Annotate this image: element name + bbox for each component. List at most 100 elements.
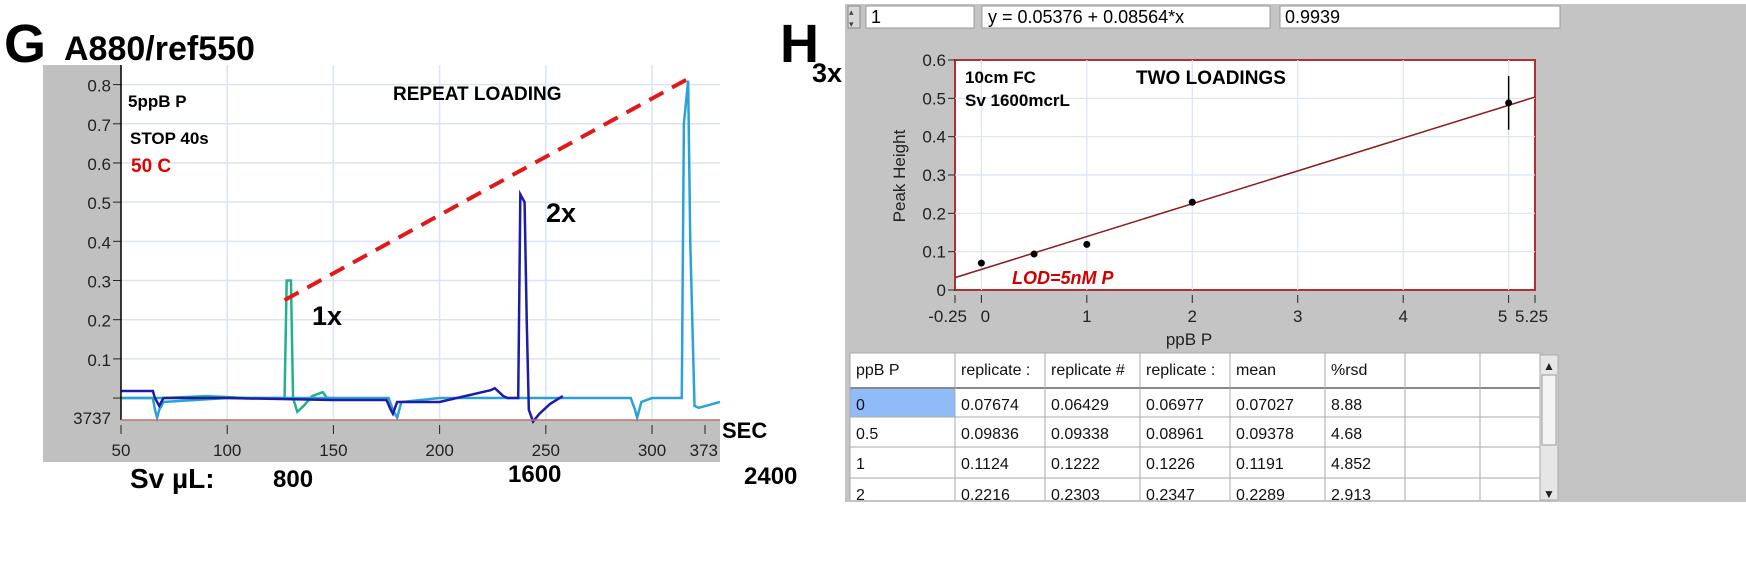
sv-value-1600: 1600 (508, 461, 561, 488)
table-cell[interactable]: 4.68 (1331, 426, 1362, 443)
chart-g-y-min-label: 3737 (73, 409, 111, 428)
chart-h-y-tick-label: 0.4 (922, 128, 946, 147)
chart-g-x-unit: SEC (722, 418, 767, 443)
table-cell[interactable]: 0.1124 (961, 456, 1009, 473)
chart-h-y-label: Peak Height (890, 129, 909, 222)
table-row: 0.5 0.09836 0.09338 0.08961 0.09378 4.68 (856, 426, 1362, 443)
chart-h-x-tick-label: 0 (981, 307, 990, 326)
chart-g-series-line-1 (121, 279, 334, 415)
table-header-cell[interactable]: replicate : (1146, 362, 1215, 379)
index-field[interactable] (865, 5, 975, 29)
table-cell[interactable]: 2 (856, 487, 865, 504)
peak-label-1x: 1x (312, 301, 342, 331)
chart-h-data-point (1030, 250, 1038, 258)
chart-g-series-line-2 (121, 80, 721, 423)
table-cell[interactable]: 0 (856, 397, 865, 414)
table-header-cell[interactable]: replicate # (1051, 362, 1125, 379)
scroll-down-icon[interactable]: ▼ (1543, 487, 1555, 501)
index-spinner[interactable] (847, 5, 861, 29)
table-cell[interactable]: 0.06429 (1051, 397, 1109, 414)
equation-field[interactable] (981, 5, 1271, 29)
results-table: ppB P replicate : replicate # replicate : me… (845, 350, 1746, 504)
chart-h-data-point (977, 259, 985, 267)
table-row: 2 0.2216 0.2303 0.2347 0.2289 2.913 (856, 487, 1371, 504)
table-cell[interactable]: 0.1226 (1146, 456, 1195, 473)
chart-g-plot-area (121, 65, 720, 420)
table-cell[interactable]: 0.2303 (1051, 487, 1100, 504)
table-cell[interactable]: 2.913 (1331, 487, 1371, 504)
sv-value-800: 800 (273, 466, 313, 493)
table-row: 0 0.07674 0.06429 0.06977 0.07027 8.88 (856, 397, 1362, 414)
chart-h-data-point (1188, 198, 1196, 206)
chart-h-data-point (1083, 240, 1091, 248)
table-cell[interactable]: 1 (856, 456, 865, 473)
table-header-row: ppB P replicate : replicate # replicate : me… (856, 362, 1367, 379)
chart-g-x-tick-label: 250 (532, 441, 560, 460)
chart-g-ticks: 50 100 150 200 250 300 373 0.1 0.2 0.3 0.4 0.5 0.6 0.… (73, 77, 718, 460)
chart-g-x-tick-label: 200 (425, 441, 453, 460)
spinner-down-icon[interactable]: ▾ (849, 19, 854, 29)
chart-h-x-tick-label: 5 (1498, 307, 1507, 326)
chart-h-x-tick-label: 4 (1398, 307, 1407, 326)
chart-g-y-tick-label: 0.4 (87, 233, 111, 252)
table-header-cell[interactable]: replicate : (961, 362, 1030, 379)
table-cell[interactable]: 0.06977 (1146, 397, 1204, 414)
peak-label-3x: 3x (812, 58, 842, 88)
chart-h-sv-label: Sv 1600mcrL (965, 91, 1070, 110)
panel-label-g: G (4, 14, 46, 74)
chart-g-temperature-label: 50 C (131, 156, 171, 177)
chart-g-y-tick-label: 0.8 (87, 77, 111, 96)
table-cell[interactable]: 0.2289 (1236, 487, 1285, 504)
chart-g-y-tick-label: 0.5 (87, 194, 111, 213)
table-cell[interactable]: 0.5 (856, 426, 878, 443)
table-selected-cell[interactable] (850, 388, 955, 417)
table-cell[interactable]: 0.2216 (961, 487, 1010, 504)
r-value: 0.9939 (1285, 7, 1340, 27)
table-cell[interactable]: 0.07027 (1236, 397, 1294, 414)
chart-h-fit-line (954, 96, 1536, 279)
chart-h-x-tick-label: 2 (1188, 307, 1197, 326)
panel-label-h: H (780, 14, 819, 74)
sv-label: Sv µL: (130, 463, 215, 494)
chart-h-x-label: ppB P (1166, 330, 1212, 349)
table-body (850, 353, 1540, 500)
table-cell[interactable]: 0.09378 (1236, 426, 1294, 443)
chart-g-stop-label: STOP 40s (130, 129, 209, 148)
r-value-field[interactable] (1279, 5, 1561, 29)
chart-g-y-tick-label: 0.1 (87, 351, 111, 370)
chart-g-sample-label: 5ppB P (128, 92, 187, 111)
chart-g-series (121, 76, 721, 425)
chart-g-x-tick-label: 300 (638, 441, 666, 460)
scroll-up-icon[interactable]: ▲ (1543, 359, 1555, 373)
table-header-cell[interactable]: %rsd (1331, 362, 1367, 379)
chart-g-y-tick-label: 0.7 (87, 116, 111, 135)
peak-label-2x: 2x (546, 198, 576, 228)
chart-h-x-tick-label: 3 (1293, 307, 1302, 326)
table-cell[interactable]: 0.1222 (1051, 456, 1100, 473)
chart-g-y-tick-label: 0.2 (87, 312, 111, 331)
chart-h-title: TWO LOADINGS (1136, 68, 1286, 89)
chart-g-x-end-label: 373 (690, 441, 718, 460)
table-cell[interactable]: 0.08961 (1146, 426, 1204, 443)
chart-h-content: -0.25 0 1 2 3 4 5 5.25 0 0.1 0.2 0.3 0.4 0.5 0.6 ppB P P… (890, 51, 1548, 349)
chart-g-x-tick-label: 100 (213, 441, 241, 460)
equation-value: y = 0.05376 + 0.08564*x (988, 7, 1184, 27)
chart-h-lod-label: LOD=5nM P (1012, 268, 1115, 288)
table-cell[interactable]: 0.2347 (1146, 487, 1195, 504)
table-cell[interactable]: 0.07674 (961, 397, 1019, 414)
chart-g-heading: REPEAT LOADING (393, 84, 562, 105)
chart-h-x-tick-label: 5.25 (1515, 307, 1548, 326)
table-header-cell[interactable]: ppB P (856, 362, 900, 379)
table-scrollbar-thumb[interactable] (1541, 374, 1557, 446)
table-row: 1 0.1124 0.1222 0.1226 0.1191 4.852 (856, 456, 1371, 473)
sv-value-2400: 2400 (744, 463, 797, 490)
table-header-cell[interactable]: mean (1236, 362, 1276, 379)
chart-g-x-tick-label: 50 (112, 441, 131, 460)
table-cell[interactable]: 0.1191 (1236, 456, 1284, 473)
table-cell[interactable]: 4.852 (1331, 456, 1371, 473)
spinner-up-icon[interactable]: ▴ (849, 7, 854, 17)
table-cell[interactable]: 0.09338 (1051, 426, 1109, 443)
table-cell[interactable]: 0.09836 (961, 426, 1019, 443)
table-cell[interactable]: 8.88 (1331, 397, 1362, 414)
